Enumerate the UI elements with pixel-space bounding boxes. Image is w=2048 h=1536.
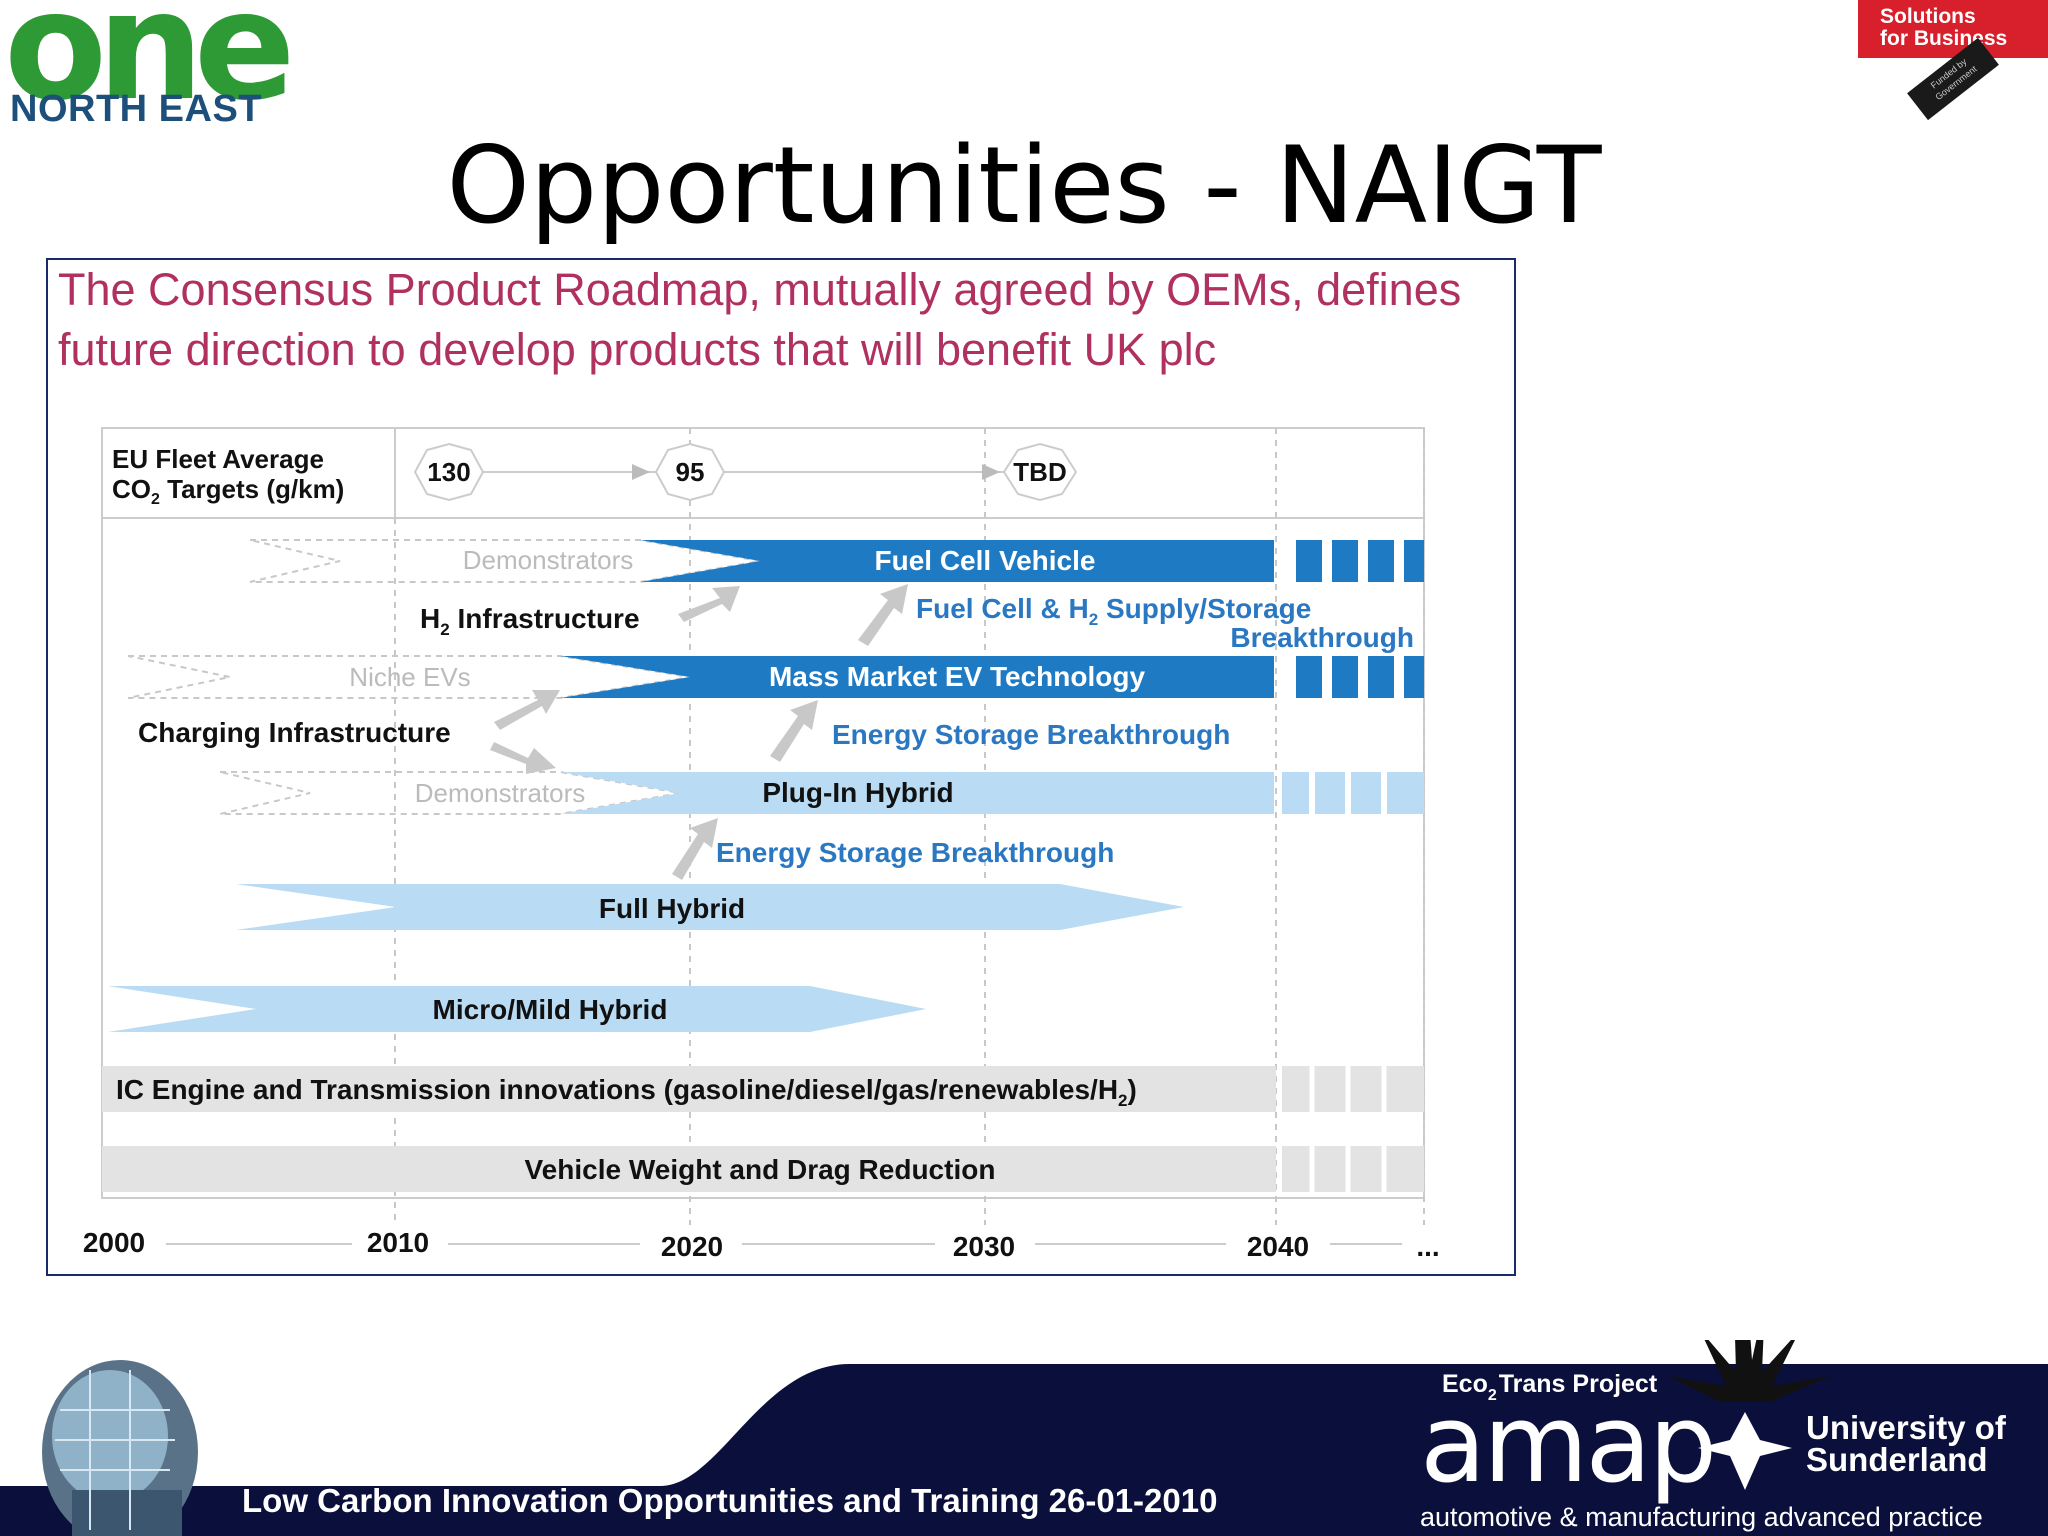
targets-arrow-1 [632, 464, 650, 480]
ic-engine-continuation [1282, 1066, 1424, 1112]
target-value-130: 130 [427, 457, 470, 487]
full-hybrid-arrow [236, 884, 1184, 930]
fc-supply-label-line2: Breakthrough [1230, 622, 1414, 653]
amap-logo: amap [1420, 1382, 1717, 1507]
weight-drag-label: Vehicle Weight and Drag Reduction [525, 1154, 996, 1185]
target-value-tbd: TBD [1013, 457, 1066, 487]
energy-storage-label-1: Energy Storage Breakthrough [832, 719, 1230, 750]
slide-subtitle: The Consensus Product Roadmap, mutually … [58, 264, 1462, 375]
year-2020: 2020 [661, 1231, 723, 1262]
fuel-cell-demonstrators-label: Demonstrators [463, 545, 634, 575]
weight-drag-stripes [1309, 1146, 1387, 1192]
phev-demonstrators-label: Demonstrators [415, 778, 586, 808]
year-ellipsis: ... [1416, 1231, 1439, 1262]
weight-drag-continuation [1282, 1146, 1424, 1192]
micro-mild-hybrid-arrow [108, 986, 926, 1032]
charging-infrastructure-label: Charging Infrastructure [138, 717, 451, 748]
footer-background [0, 1364, 2048, 1536]
mass-market-ev-bar [560, 656, 1274, 698]
energy-storage-arrow-2 [672, 818, 718, 880]
fuel-cell-vehicle-label: Fuel Cell Vehicle [875, 545, 1096, 576]
footer-event-text: Low Carbon Innovation Opportunities and … [242, 1482, 1218, 1519]
university-sunburst-logo [1668, 1340, 1830, 1490]
mass-market-ev-label: Mass Market EV Technology [769, 661, 1145, 692]
targets-label-line2: CO2 Targets (g/km) [112, 474, 344, 508]
solutions-for-business-badge: Solutions for Business [1858, 0, 2048, 58]
plug-in-hybrid-bar [560, 772, 1274, 814]
ic-engine-label: IC Engine and Transmission innovations (… [116, 1074, 1137, 1110]
eco2trans-project-label: Eco2Trans Project [1442, 1370, 1658, 1404]
weight-drag-bar [102, 1146, 1276, 1192]
one-north-east-logo: one [4, 0, 296, 134]
year-2040: 2040 [1247, 1231, 1309, 1262]
niche-evs-label: Niche EVs [349, 662, 470, 692]
h2-infra-arrow [678, 586, 740, 622]
fc-supply-arrow [858, 584, 908, 646]
year-2000: 2000 [83, 1227, 145, 1258]
full-hybrid-label: Full Hybrid [599, 893, 745, 924]
amap-tagline: automotive & manufacturing advanced prac… [1420, 1502, 1983, 1532]
plug-in-hybrid-stripes [1309, 772, 1387, 814]
university-line-2: Sunderland [1806, 1441, 1988, 1478]
energy-storage-arrow-1 [770, 700, 818, 762]
fuel-cell-vehicle-continuation [1288, 540, 1424, 582]
slide-title: Opportunities - NAIGT [446, 124, 1602, 247]
fuel-cell-vehicle-bar [640, 540, 1274, 582]
micro-mild-hybrid-label: Micro/Mild Hybrid [433, 994, 668, 1025]
targets-arrow-2 [982, 464, 1000, 480]
target-value-95: 95 [676, 457, 705, 487]
one-north-east-logo-subtext: NORTH EAST [10, 88, 262, 130]
target-star-130 [413, 442, 485, 502]
charging-arrow-up [494, 690, 560, 730]
university-of-sunderland-label: University of Sunderland [1806, 1409, 2006, 1478]
year-2030: 2030 [953, 1231, 1015, 1262]
h2-infrastructure-label: H2 Infrastructure [420, 603, 640, 639]
fc-supply-label-line1: Fuel Cell & H2 Supply/Storage [916, 593, 1311, 629]
year-2010: 2010 [367, 1227, 429, 1258]
mass-market-ev-continuation [1288, 656, 1424, 698]
badge-line-1: Solutions [1880, 5, 1976, 28]
charging-arrow-down [490, 742, 556, 774]
footer-band [0, 1340, 2048, 1536]
ic-engine-bar [102, 1066, 1276, 1112]
robot-head-image [42, 1360, 198, 1536]
target-star-tbd [1002, 442, 1078, 502]
targets-label-line1: EU Fleet Average [112, 444, 324, 474]
target-star-95 [654, 442, 726, 502]
roadmap-frame [46, 258, 1516, 1276]
plug-in-hybrid-continuation [1282, 772, 1424, 814]
energy-storage-label-2: Energy Storage Breakthrough [716, 837, 1114, 868]
university-line-1: University of [1806, 1409, 2006, 1446]
plug-in-hybrid-label: Plug-In Hybrid [762, 777, 953, 808]
ic-engine-stripes [1309, 1066, 1387, 1112]
